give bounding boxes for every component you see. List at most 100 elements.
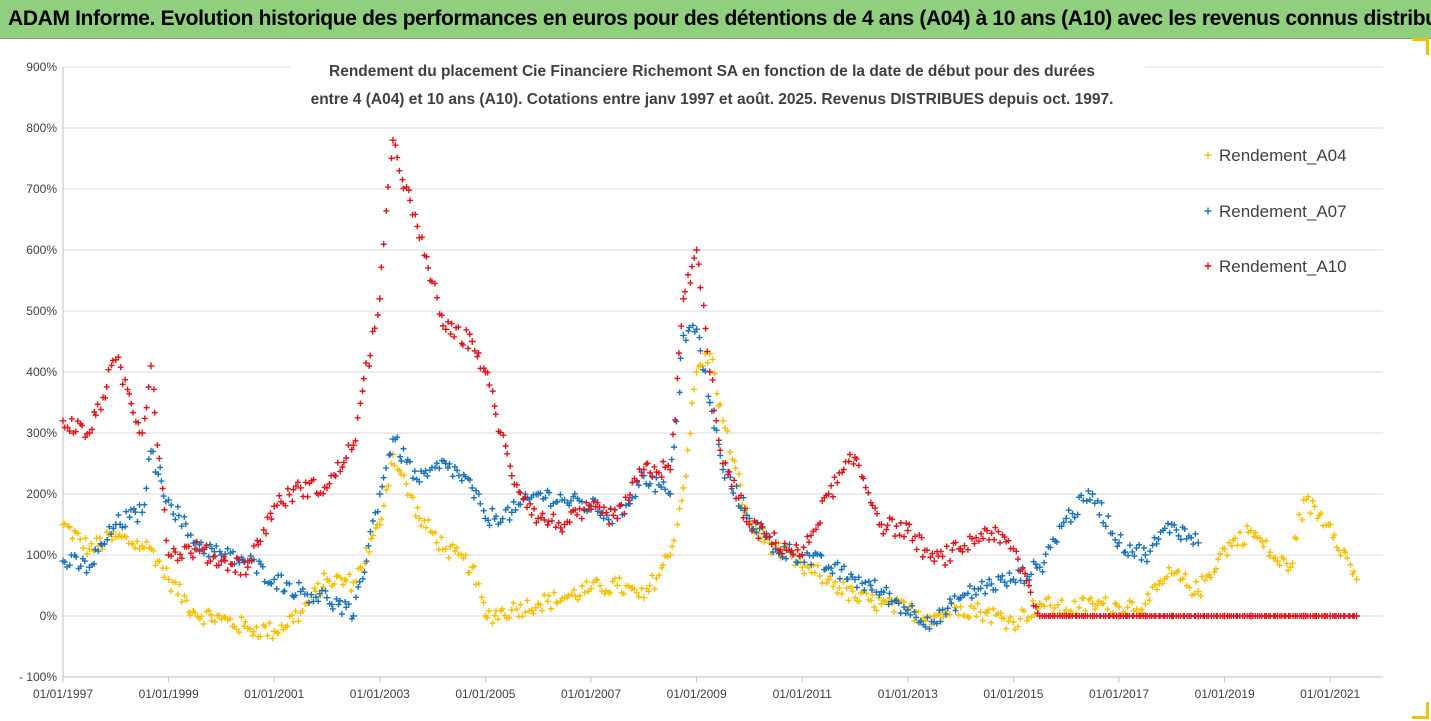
data-point bbox=[489, 388, 496, 395]
data-point bbox=[652, 488, 659, 495]
chart-title-line-1: Rendement du placement Cie Financiere Ri… bbox=[329, 63, 1095, 80]
data-point bbox=[973, 534, 980, 541]
data-point bbox=[276, 492, 283, 499]
data-point bbox=[400, 472, 407, 479]
data-point bbox=[143, 485, 150, 492]
data-point bbox=[939, 553, 946, 560]
data-point bbox=[335, 601, 342, 608]
data-point bbox=[786, 541, 793, 548]
data-point bbox=[823, 579, 830, 586]
data-point bbox=[1260, 543, 1267, 550]
data-point bbox=[224, 567, 231, 574]
data-point bbox=[1009, 618, 1017, 626]
data-point bbox=[156, 455, 163, 462]
data-point bbox=[343, 604, 350, 611]
data-point bbox=[165, 575, 173, 583]
data-point bbox=[207, 558, 214, 565]
legend: Rendement_A04 Rendement_A07 Rendement_A10 bbox=[1204, 146, 1347, 276]
data-point bbox=[761, 530, 768, 537]
data-point bbox=[749, 527, 756, 534]
data-point bbox=[141, 415, 148, 422]
data-point bbox=[445, 554, 452, 561]
data-point bbox=[512, 506, 519, 513]
data-point bbox=[834, 479, 841, 486]
data-point bbox=[500, 432, 507, 439]
data-point bbox=[653, 474, 660, 481]
data-point bbox=[172, 579, 179, 586]
data-point bbox=[207, 611, 214, 618]
data-point bbox=[254, 537, 261, 544]
data-point bbox=[545, 592, 552, 599]
data-point bbox=[1058, 597, 1065, 604]
data-point bbox=[997, 610, 1004, 617]
data-point bbox=[452, 547, 459, 554]
data-point bbox=[315, 598, 322, 605]
data-point bbox=[136, 545, 143, 552]
data-point bbox=[893, 597, 900, 604]
data-point bbox=[968, 595, 975, 602]
data-point bbox=[1224, 552, 1231, 559]
y-tick-label: 300% bbox=[26, 426, 57, 440]
data-point bbox=[365, 542, 372, 549]
data-point bbox=[80, 545, 87, 552]
data-point bbox=[89, 426, 96, 433]
data-point bbox=[1112, 536, 1119, 543]
data-point bbox=[1280, 555, 1287, 562]
data-point bbox=[644, 460, 651, 467]
data-point bbox=[788, 547, 795, 554]
data-point bbox=[1100, 600, 1107, 607]
data-point bbox=[1177, 536, 1184, 543]
data-point bbox=[1159, 580, 1166, 587]
data-point bbox=[1296, 511, 1303, 518]
data-point bbox=[942, 611, 949, 618]
legend-label: Rendement_A10 bbox=[1219, 257, 1347, 276]
data-point bbox=[352, 594, 359, 601]
data-point bbox=[1126, 542, 1133, 549]
data-point bbox=[566, 519, 573, 526]
data-point bbox=[432, 529, 439, 536]
data-point bbox=[321, 570, 328, 577]
data-point bbox=[884, 522, 891, 529]
data-point bbox=[425, 516, 432, 523]
data-point bbox=[1094, 602, 1101, 609]
data-point bbox=[1154, 586, 1161, 593]
data-point bbox=[513, 606, 520, 613]
data-point bbox=[250, 628, 257, 635]
corner-bracket-top-right bbox=[1412, 38, 1429, 55]
data-point bbox=[374, 312, 381, 319]
data-point bbox=[257, 633, 264, 640]
data-point bbox=[678, 497, 685, 504]
data-point bbox=[499, 515, 506, 522]
data-point bbox=[489, 505, 496, 512]
y-tick-label: - 100% bbox=[19, 670, 57, 684]
data-point bbox=[1212, 565, 1219, 572]
data-point bbox=[524, 504, 530, 511]
data-point bbox=[1140, 544, 1147, 551]
data-point bbox=[621, 510, 628, 517]
data-point bbox=[689, 263, 696, 270]
data-point bbox=[876, 521, 883, 528]
data-point bbox=[187, 611, 194, 618]
data-point bbox=[128, 400, 135, 407]
data-point bbox=[900, 604, 907, 611]
data-point bbox=[314, 580, 321, 587]
data-point bbox=[1283, 560, 1290, 567]
data-point bbox=[191, 545, 199, 553]
data-point bbox=[659, 562, 666, 569]
data-point bbox=[649, 572, 656, 579]
data-point bbox=[636, 466, 643, 473]
data-point bbox=[110, 525, 117, 532]
data-point bbox=[992, 524, 999, 531]
data-point bbox=[200, 620, 207, 627]
data-point bbox=[264, 632, 271, 639]
data-point bbox=[1257, 535, 1264, 542]
data-point bbox=[253, 624, 260, 631]
data-point bbox=[679, 484, 687, 492]
data-point bbox=[1087, 496, 1094, 503]
data-point bbox=[1115, 539, 1123, 547]
data-point bbox=[163, 565, 170, 572]
data-point bbox=[585, 588, 592, 595]
data-point bbox=[759, 524, 766, 531]
data-point bbox=[174, 557, 181, 564]
data-point bbox=[159, 485, 166, 492]
